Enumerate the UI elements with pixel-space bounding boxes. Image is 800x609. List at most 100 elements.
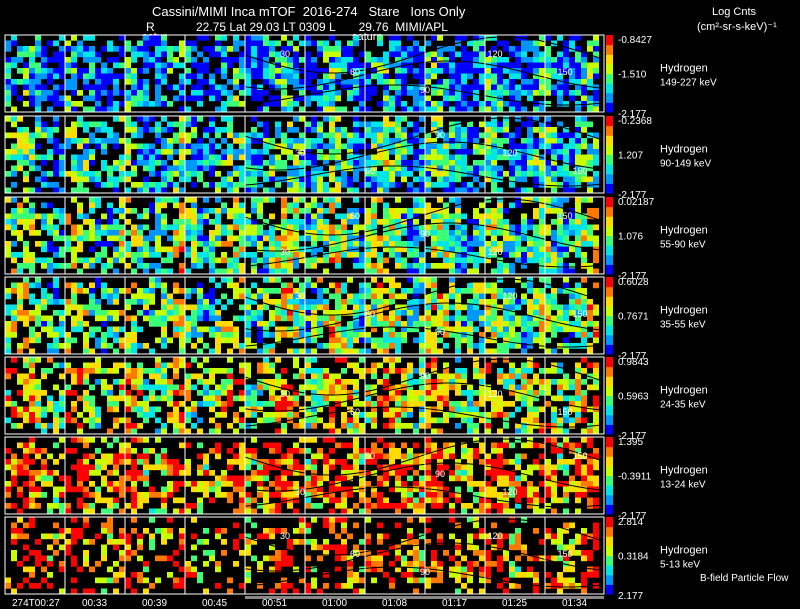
heatmap-cell xyxy=(485,368,491,374)
heatmap-cell xyxy=(29,149,35,155)
heatmap-cell xyxy=(197,101,203,107)
heatmap-cell xyxy=(179,95,185,102)
heatmap-cell xyxy=(125,288,131,294)
heatmap-cell xyxy=(395,230,401,236)
heatmap-cell xyxy=(287,246,293,253)
heatmap-cell xyxy=(503,127,509,133)
heatmap-cell xyxy=(83,171,89,177)
heatmap-cell xyxy=(251,202,257,209)
contour-label: 60 xyxy=(350,407,360,417)
heatmap-cell xyxy=(89,160,95,166)
heatmap-cell xyxy=(11,412,17,418)
colorbar-min-label: -2.177 xyxy=(618,431,647,442)
heatmap-cell xyxy=(101,310,107,316)
heatmap-cell xyxy=(233,197,239,203)
heatmap-cell xyxy=(71,390,77,396)
heatmap-cell xyxy=(413,401,419,407)
heatmap-cell xyxy=(11,268,17,275)
heatmap-cell xyxy=(341,417,347,424)
heatmap-cell xyxy=(191,57,197,63)
heatmap-cell xyxy=(263,304,269,311)
heatmap-cell xyxy=(89,257,95,264)
heatmap-cell xyxy=(419,332,425,338)
heatmap-cell xyxy=(161,187,167,194)
heatmap-cell xyxy=(395,368,401,374)
heatmap-cell xyxy=(353,187,359,194)
heatmap-cell xyxy=(35,165,41,172)
heatmap-cell xyxy=(575,321,581,327)
contour-label: 150 xyxy=(557,67,572,77)
heatmap-cell xyxy=(533,293,539,300)
heatmap-cell xyxy=(47,182,53,188)
heatmap-cell xyxy=(593,132,599,139)
heatmap-cell xyxy=(491,357,497,363)
heatmap-cell xyxy=(377,337,383,344)
heatmap-cell xyxy=(479,160,485,166)
heatmap-cell xyxy=(263,277,269,283)
heatmap-cell xyxy=(53,263,59,269)
heatmap-cell xyxy=(437,310,443,316)
heatmap-cell xyxy=(389,51,395,58)
heatmap-cell xyxy=(41,492,47,498)
heatmap-cell xyxy=(425,343,431,349)
heatmap-cell xyxy=(149,230,155,236)
heatmap-cell xyxy=(47,395,53,402)
heatmap-cell xyxy=(137,379,143,385)
heatmap-cell xyxy=(23,219,29,225)
heatmap-cell xyxy=(59,362,65,369)
heatmap-cell xyxy=(563,412,569,418)
heatmap-cell xyxy=(161,224,167,231)
heatmap-cell xyxy=(503,149,509,155)
heatmap-cell xyxy=(431,57,437,63)
heatmap-cell xyxy=(299,197,305,203)
heatmap-cell xyxy=(59,263,65,269)
heatmap-cell xyxy=(557,379,563,385)
heatmap-cell xyxy=(221,90,227,96)
heatmap-cell xyxy=(575,246,581,253)
heatmap-cell xyxy=(215,160,221,166)
heatmap-cell xyxy=(461,257,467,264)
heatmap-cell xyxy=(491,176,497,183)
heatmap-cell xyxy=(155,406,161,413)
heatmap-cell xyxy=(209,95,215,102)
heatmap-cell xyxy=(503,373,509,380)
heatmap-cell xyxy=(179,268,185,275)
heatmap-cell xyxy=(575,373,581,380)
heatmap-cell xyxy=(419,154,425,161)
colorbar-segment xyxy=(606,414,613,425)
heatmap-cell xyxy=(119,62,125,69)
heatmap-cell xyxy=(23,417,29,424)
heatmap-cell xyxy=(407,51,413,58)
heatmap-cell xyxy=(449,73,455,80)
heatmap-cell xyxy=(245,171,251,177)
heatmap-cell xyxy=(101,348,107,355)
colorbar-mid-label: -1.510 xyxy=(618,70,647,81)
heatmap-cell xyxy=(257,90,263,96)
heatmap-cell xyxy=(263,246,269,253)
heatmap-cell xyxy=(71,448,77,454)
heatmap-cell xyxy=(149,51,155,58)
heatmap-cell xyxy=(77,224,83,231)
heatmap-cell xyxy=(35,379,41,385)
heatmap-cell xyxy=(305,230,311,236)
heatmap-cell xyxy=(461,68,467,74)
heatmap-cell xyxy=(377,132,383,139)
heatmap-cell xyxy=(515,315,521,322)
heatmap-cell xyxy=(479,252,485,258)
heatmap-cell xyxy=(203,35,209,41)
heatmap-cell xyxy=(23,390,29,396)
heatmap-cell xyxy=(479,46,485,52)
heatmap-cell xyxy=(527,379,533,385)
heatmap-cell xyxy=(311,384,317,391)
heatmap-cell xyxy=(335,304,341,311)
heatmap-cell xyxy=(29,357,35,363)
heatmap-cell xyxy=(395,315,401,322)
heatmap-cell xyxy=(527,257,533,264)
heatmap-cell xyxy=(221,35,227,41)
heatmap-cell xyxy=(569,132,575,139)
heatmap-cell xyxy=(437,304,443,311)
heatmap-cell xyxy=(101,288,107,294)
heatmap-cell xyxy=(425,315,431,322)
heatmap-cell xyxy=(173,282,179,289)
heatmap-cell xyxy=(29,310,35,316)
